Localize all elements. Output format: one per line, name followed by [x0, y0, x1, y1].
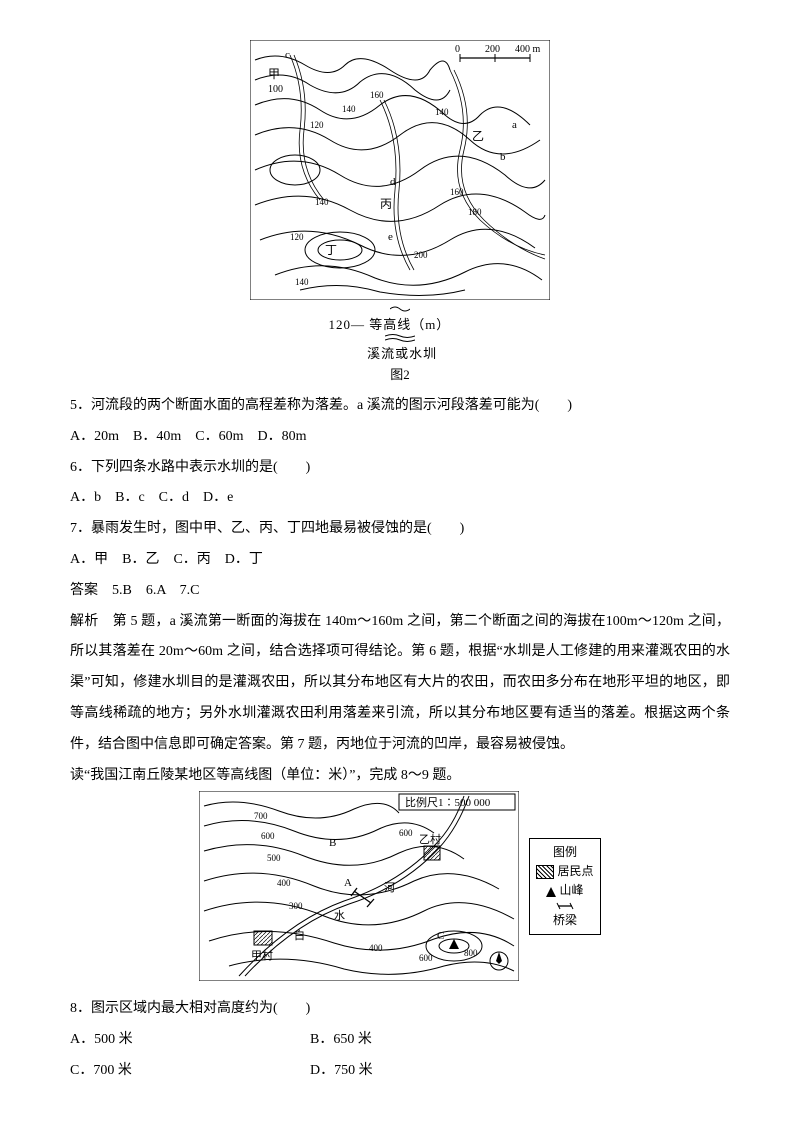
label-b: b — [500, 151, 506, 163]
label-jia: 甲 — [268, 67, 280, 81]
svg-text:600: 600 — [399, 828, 413, 838]
label-ding: 丁 — [325, 243, 337, 257]
explanation: 解析 第 5 题，a 溪流第一断面的海拔在 140m～160m 之间，第二个断面… — [70, 607, 730, 761]
answer-line: 答案 5.B 6.A 7.C — [70, 576, 730, 607]
figure-1-legend: 120— 等高线（m） 溪流或水圳 — [70, 304, 730, 362]
contour-legend-label: 等高线（m） — [369, 317, 450, 332]
svg-text:600: 600 — [419, 953, 433, 963]
svg-text:800: 800 — [464, 948, 478, 958]
q8-stem: 8．图示区域内最大相对高度约为( ) — [70, 994, 730, 1025]
q5-options: A．20m B．40m C．60m D．80m — [70, 422, 730, 453]
figure-2-legend: 图例 居民点 山峰 桥梁 — [529, 838, 600, 935]
svg-text:700: 700 — [254, 811, 268, 821]
label-bing: 丙 — [380, 197, 392, 211]
figure-1-caption: 图2 — [70, 364, 730, 383]
svg-text:A: A — [344, 877, 352, 889]
svg-text:100: 100 — [268, 84, 283, 95]
fig2-jia: 甲村 — [251, 948, 273, 962]
label-d: d — [390, 176, 396, 188]
q5-stem: 5．河流段的两个断面水面的高程差称为落差。a 溪流的图示河段落差可能为( ) — [70, 391, 730, 422]
svg-text:120: 120 — [310, 120, 324, 130]
scale-400: 400 m — [515, 44, 541, 55]
fig2-yi: 乙村 — [419, 832, 441, 846]
svg-text:河: 河 — [384, 881, 395, 894]
q8-optC: C．700 米 — [70, 1056, 310, 1087]
scale-0: 0 — [455, 44, 460, 55]
figure-2: 比例尺1∶500 000 — [70, 791, 730, 986]
stream-legend-label: 溪流或水圳 — [367, 346, 437, 361]
svg-text:600: 600 — [261, 831, 275, 841]
svg-text:300: 300 — [289, 901, 303, 911]
svg-text:180: 180 — [468, 207, 482, 217]
q7-options: A．甲 B．乙 C．丙 D．丁 — [70, 545, 730, 576]
svg-text:白: 白 — [294, 928, 305, 942]
fig2-scale: 比例尺1∶500 000 — [405, 795, 491, 809]
svg-text:C: C — [437, 930, 444, 942]
svg-text:400: 400 — [369, 943, 383, 953]
svg-text:160: 160 — [370, 90, 384, 100]
svg-text:140: 140 — [435, 107, 449, 117]
svg-text:500: 500 — [267, 853, 281, 863]
q6-options: A．b B．c C．d D．e — [70, 483, 730, 514]
scale-200: 200 — [485, 44, 500, 55]
q7-stem: 7．暴雨发生时，图中甲、乙、丙、丁四地最易被侵蚀的是( ) — [70, 514, 730, 545]
label-c: c — [285, 49, 290, 61]
q8-9-intro: 读“我国江南丘陵某地区等高线图（单位：米）”，完成 8～9 题。 — [70, 761, 730, 792]
legend-settlement: 居民点 — [557, 864, 593, 878]
label-a: a — [512, 119, 517, 131]
svg-text:200: 200 — [414, 250, 428, 260]
q6-stem: 6．下列四条水路中表示水圳的是( ) — [70, 453, 730, 484]
svg-text:400: 400 — [277, 878, 291, 888]
svg-text:水: 水 — [334, 909, 345, 922]
figure-1: 0 200 400 m — [70, 40, 730, 383]
svg-text:B: B — [329, 837, 336, 849]
svg-text:140: 140 — [315, 197, 329, 207]
contour-sample: 120 — [328, 317, 351, 332]
svg-text:140: 140 — [295, 277, 309, 287]
svg-text:160: 160 — [450, 187, 464, 197]
legend-bridge: 桥梁 — [553, 913, 577, 927]
q8-optD: D．750 米 — [310, 1056, 373, 1087]
q8-optB: B．650 米 — [310, 1025, 372, 1056]
label-yi: 乙 — [472, 129, 484, 143]
svg-text:120: 120 — [290, 232, 304, 242]
svg-text:140: 140 — [342, 104, 356, 114]
label-e: e — [388, 231, 393, 243]
fig2-legend-title: 图例 — [536, 843, 593, 862]
q8-optA: A．500 米 — [70, 1025, 310, 1056]
legend-peak: 山峰 — [559, 883, 583, 897]
